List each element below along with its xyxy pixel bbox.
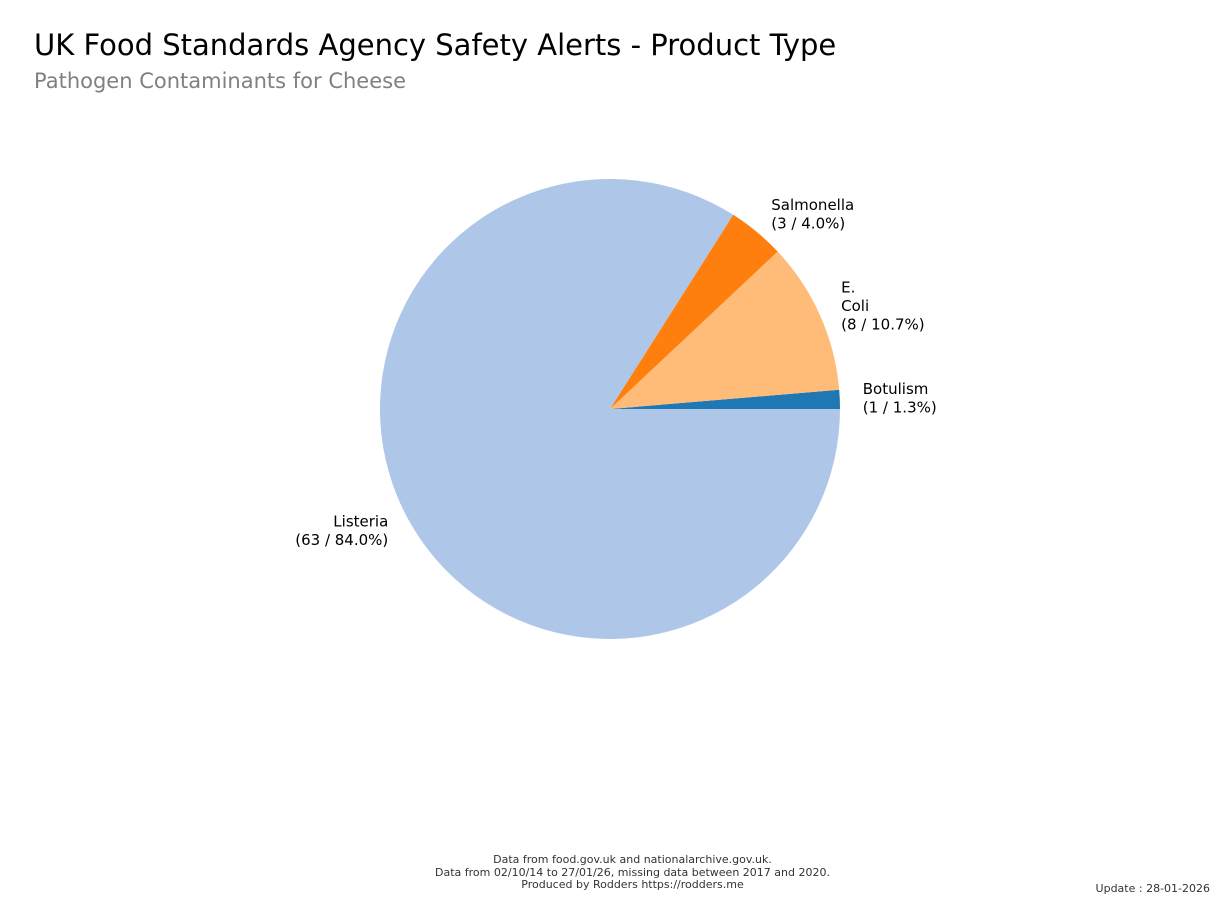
pie-slice-listeria [380, 179, 840, 640]
pie-slice-e-coli [610, 251, 840, 409]
pie-label-e-coli: E. Coli (8 / 10.7%) [841, 279, 925, 334]
pie-slices [380, 179, 840, 640]
footer-date-range: Data from 02/10/14 to 27/01/26, missing … [435, 865, 830, 879]
pie-slice-salmonella [610, 214, 778, 409]
chart-title: UK Food Standards Agency Safety Alerts -… [34, 28, 837, 62]
pie-labels: Botulism (1 / 1.3%) E. Coli (8 / 10.7%) Salmo… [295, 196, 936, 549]
pie-label-listeria: Listeria (63 / 84.0%) [295, 513, 388, 550]
footer-credits: Data from food.gov.uk and nationalarchiv… [0, 853, 1220, 892]
pie-label-salmonella: Salmonella (3 / 4.0%) [771, 196, 854, 233]
footer-producer: Produced by Rodders https://rodders.me [521, 878, 744, 891]
pie-label-botulism: Botulism (1 / 1.3%) [863, 380, 937, 417]
pie-slice-botulism [610, 389, 840, 409]
footer-source: Data from food.gov.uk and nationalarchiv… [493, 853, 772, 866]
update-date: Update : 28-01-2026 [1095, 882, 1210, 895]
chart-subtitle: Pathogen Contaminants for Cheese [34, 69, 406, 93]
